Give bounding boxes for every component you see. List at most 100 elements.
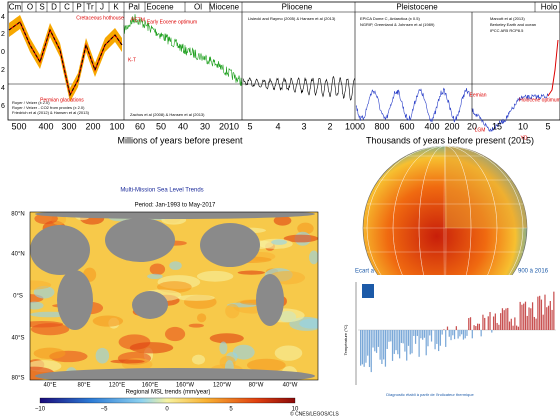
curve-dashed [8, 21, 123, 97]
legend-entry: Marcott et al (2013) [490, 16, 525, 21]
annotation: YD [521, 135, 528, 141]
annotation: LGM [475, 127, 486, 133]
anomaly-bar [418, 330, 420, 357]
legend-entry: Zachos et al (2008) & Hansen et al (2013… [130, 112, 205, 117]
x-axis-title: Millions of years before present [117, 135, 243, 145]
annotation: Early Eocene optimum [147, 19, 197, 25]
anomaly-bar [406, 330, 408, 361]
map-title: Multi-Mission Sea Level Trends [120, 188, 203, 194]
colorbar-tick: −10 [35, 407, 46, 413]
trend-patch [271, 239, 288, 245]
anomaly-bar [390, 330, 392, 342]
trend-patch [273, 215, 292, 226]
lon-label: 160°W [176, 383, 194, 389]
anomaly-bar [402, 330, 404, 344]
trend-patch [95, 347, 110, 364]
x-tick-label: 20 [219, 121, 229, 131]
x-tick-label: 60 [135, 121, 145, 131]
y-tick-label: 4 [1, 85, 5, 92]
bar-panel [345, 275, 560, 405]
anomaly-bar [370, 330, 372, 373]
legend-entry: IPCC AR5 RCP8.5 [490, 28, 524, 33]
trend-patch [219, 341, 228, 355]
anomaly-bar [423, 330, 426, 338]
anomaly-bar [425, 330, 427, 356]
x-tick-label: 500 [11, 121, 26, 131]
anomaly-bar [496, 322, 498, 330]
trend-patch [30, 280, 52, 290]
anomaly-bar [377, 330, 379, 347]
x-tick-label: 4 [275, 121, 280, 131]
trend-patch [30, 323, 70, 336]
anomaly-bar [427, 330, 429, 347]
anomaly-bar [439, 330, 442, 346]
period-label: J [100, 3, 104, 12]
trend-patch [191, 354, 206, 365]
lon-label: 160°E [142, 383, 158, 389]
x-tick-label: 300 [61, 121, 76, 131]
anomaly-bar [491, 330, 493, 333]
y-tick-label: 6 [1, 103, 5, 110]
curve-black [242, 75, 356, 101]
trend-patch [164, 326, 186, 342]
anomaly-bar [379, 330, 381, 360]
anomaly-bar [508, 321, 511, 330]
lat-label: 0°S [13, 294, 23, 300]
anomaly-bar [516, 325, 518, 330]
anomaly-bar [540, 299, 543, 330]
anomaly-bar [397, 330, 399, 355]
lon-label: 80°E [77, 383, 90, 389]
period-label: Pliocene [282, 3, 313, 12]
anomaly-bar [422, 330, 424, 340]
anomaly-bar [503, 310, 505, 330]
anomaly-bar [368, 330, 371, 368]
trend-patch [209, 333, 244, 344]
anomaly-bar [459, 330, 461, 337]
x-tick-label: 50 [156, 121, 166, 131]
anomaly-bar [482, 314, 484, 330]
anomaly-bar [489, 311, 491, 330]
caption-left: Ecart a [355, 269, 375, 275]
ocean-panel: Ecart a 900 à 2016 Température (°C) Diag… [343, 145, 560, 405]
anomaly-bar [473, 325, 475, 330]
anomaly-bar [553, 291, 555, 330]
anomaly-bar [468, 318, 470, 330]
x-tick-label: 100 [109, 121, 124, 131]
anomaly-bar [436, 330, 438, 344]
legend-entry: Royer / Veizer - CO2 from proxies (x 2.0… [12, 105, 85, 110]
x-tick-label: 5 [247, 121, 252, 131]
anomaly-bar [512, 325, 514, 330]
period-label: C [64, 3, 70, 12]
colorbar-tick: 10 [292, 407, 299, 413]
anomaly-bar [475, 326, 477, 330]
trend-patch [246, 358, 286, 372]
anomaly-bar [480, 330, 482, 337]
anomaly-bar [537, 296, 539, 330]
period-label: Ol [194, 3, 202, 12]
anomaly-bar [478, 323, 481, 330]
anomaly-bar [492, 316, 495, 330]
period-label: Cm [9, 3, 22, 12]
lat-label: 40°S [11, 336, 24, 342]
anomaly-bar [539, 295, 541, 330]
anomaly-bar [450, 330, 452, 341]
lat-label: 80°N [11, 212, 24, 218]
anomaly-bar [519, 301, 521, 330]
anomaly-bar [404, 330, 406, 352]
anomaly-bar [448, 330, 450, 337]
anomaly-bar [400, 330, 403, 343]
anomaly-bar [549, 300, 551, 330]
anomaly-bar [430, 330, 433, 342]
anomaly-bar [455, 326, 457, 330]
anomaly-bar [471, 330, 473, 339]
anomaly-bar [535, 318, 537, 330]
land [256, 274, 284, 326]
land [105, 218, 175, 262]
anomaly-bar [517, 326, 520, 330]
land [35, 368, 315, 380]
anomaly-bar [361, 330, 364, 365]
colorbar-tick: 0 [165, 407, 169, 413]
land [200, 223, 260, 267]
map-period: Period: Jan-1993 to May-2017 [135, 203, 216, 209]
anomaly-bar [530, 308, 532, 330]
